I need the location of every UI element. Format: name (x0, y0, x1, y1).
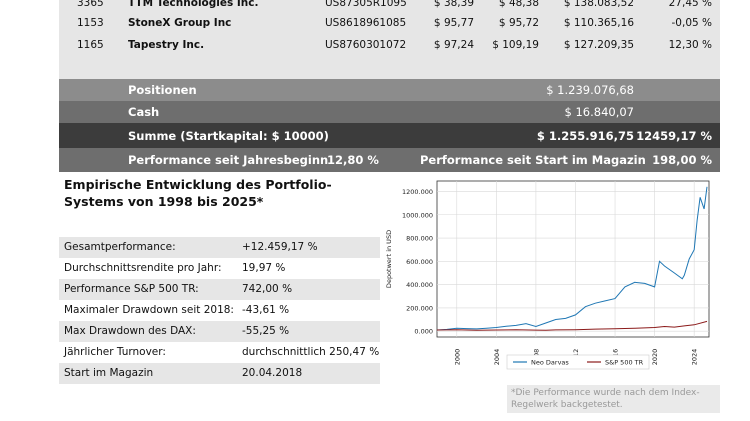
holding-change: -0,05 % (671, 17, 712, 29)
holding-row: 1153 StoneX Group Inc US8618961085 $ 95,77 $… (59, 13, 720, 33)
y-axis-label: Depotwert in USD (385, 230, 393, 288)
perf-start-value: 198,00 % (652, 153, 712, 167)
stat-value: 20.04.2018 (242, 367, 303, 379)
stat-value: 19,97 % (242, 262, 286, 274)
y-tick-label: 1000.000 (402, 211, 433, 219)
legend-label: Neo Darvas (531, 359, 569, 367)
holding-current-price: $ 48,38 (498, 0, 539, 9)
holding-row: 1165 Tapestry Inc. US8760301072 $ 97,24 $ 10… (59, 35, 720, 55)
holding-number: 1153 (77, 17, 104, 29)
holding-buy-price: $ 38,39 (433, 0, 474, 9)
holding-buy-price: $ 97,24 (433, 39, 474, 51)
chart-svg: 0.000 200.000 400.000 600.000 800.000 1000.00… (385, 180, 710, 370)
stat-label: Performance S&P 500 TR: (64, 283, 199, 295)
perf-year-value: 12,80 % (327, 153, 379, 167)
x-tick-label: 2000 (453, 349, 461, 366)
legend-label: S&P 500 TR (605, 359, 644, 367)
x-tick-label: 2020 (651, 349, 659, 366)
holding-current-price: $ 95,72 (498, 17, 539, 29)
plot-area (436, 180, 710, 338)
stat-value: +12.459,17 % (242, 241, 318, 253)
performance-row: Performance seit Jahresbeginn 12,80 % Pe… (59, 148, 720, 172)
holding-number: 1165 (77, 39, 104, 51)
holding-name: TTM Technologies Inc. (128, 0, 259, 9)
stat-label: Jährlicher Turnover: (64, 346, 166, 358)
y-tick-label: 600.000 (406, 258, 433, 266)
holding-name: Tapestry Inc. (128, 39, 205, 51)
series-line-sp500 (436, 320, 708, 331)
stat-value: -43,61 % (242, 304, 290, 316)
y-tick-label: 400.000 (406, 281, 433, 289)
total-row: Summe (Startkapital: $ 10000) $ 1.255.91… (59, 123, 720, 148)
performance-chart: 0.000 200.000 400.000 600.000 800.000 1000.00… (383, 175, 720, 411)
empirical-title: Empirische Entwicklung des Portfolio-Sys… (64, 177, 332, 209)
total-value: $ 1.255.916,75 (536, 129, 634, 143)
stats-table: Gesamtperformance: +12.459,17 % Durchschni… (59, 237, 380, 384)
holding-change: 12,30 % (668, 39, 712, 51)
holding-number: 3365 (77, 0, 104, 9)
stat-value: -55,25 % (242, 325, 290, 337)
series-line-neo-darvas (436, 186, 708, 331)
x-tick-label: 2024 (691, 349, 699, 366)
stat-row: Max Drawdown des DAX: -55,25 % (59, 321, 380, 342)
holding-value: $ 110.365,16 (563, 17, 634, 29)
stat-row: Durchschnittsrendite pro Jahr: 19,97 % (59, 258, 380, 279)
stat-row: Start im Magazin 20.04.2018 (59, 363, 380, 384)
stat-value: 742,00 % (242, 283, 293, 295)
portfolio-panel: 3365 TTM Technologies Inc. US87305R1095 $ 3… (59, 0, 720, 172)
y-tick-label: 1200.000 (402, 188, 433, 196)
holding-name: StoneX Group Inc (128, 17, 232, 29)
holding-current-price: $ 109,19 (492, 39, 539, 51)
positions-value: $ 1.239.076,68 (546, 83, 634, 97)
stat-label: Durchschnittsrendite pro Jahr: (64, 262, 222, 274)
holding-isin: US8760301072 (325, 39, 407, 51)
positions-label: Positionen (128, 83, 197, 97)
holding-value: $ 138.083,52 (563, 0, 634, 9)
y-tick-label: 800.000 (406, 235, 433, 243)
perf-year-label: Performance seit Jahresbeginn (128, 153, 329, 167)
stat-row: Gesamtperformance: +12.459,17 % (59, 237, 380, 258)
holding-isin: US87305R1095 (325, 0, 407, 9)
stat-row: Maximaler Drawdown seit 2018: -43,61 % (59, 300, 380, 321)
y-tick-label: 0.000 (414, 328, 433, 336)
footnote: *Die Performance wurde nach dem Index-Re… (507, 385, 720, 413)
stat-value: durchschnittlich 250,47 % (242, 346, 380, 358)
holding-value: $ 127.209,35 (563, 39, 634, 51)
positions-row: Positionen $ 1.239.076,68 (59, 79, 720, 101)
total-pct: 12459,17 % (636, 129, 712, 143)
stat-label: Start im Magazin (64, 367, 154, 379)
holding-buy-price: $ 95,77 (433, 17, 474, 29)
stat-label: Max Drawdown des DAX: (64, 325, 196, 337)
stat-row: Jährlicher Turnover: durchschnittlich 250… (59, 342, 380, 363)
cash-label: Cash (128, 105, 160, 119)
stat-label: Gesamtperformance: (64, 241, 176, 253)
y-tick-label: 200.000 (406, 304, 433, 312)
legend-box (506, 354, 650, 370)
holding-change: 27,45 % (668, 0, 712, 9)
total-label: Summe (Startkapital: $ 10000) (128, 129, 329, 143)
stat-label: Maximaler Drawdown seit 2018: (64, 304, 234, 316)
holding-isin: US8618961085 (325, 17, 407, 29)
perf-start-label: Performance seit Start im Magazin (420, 153, 646, 167)
holding-row: 3365 TTM Technologies Inc. US87305R1095 $ 3… (59, 0, 720, 13)
stat-row: Performance S&P 500 TR: 742,00 % (59, 279, 380, 300)
cash-row: Cash $ 16.840,07 (59, 101, 720, 123)
cash-value: $ 16.840,07 (564, 105, 635, 119)
x-tick-label: 2004 (493, 349, 501, 366)
